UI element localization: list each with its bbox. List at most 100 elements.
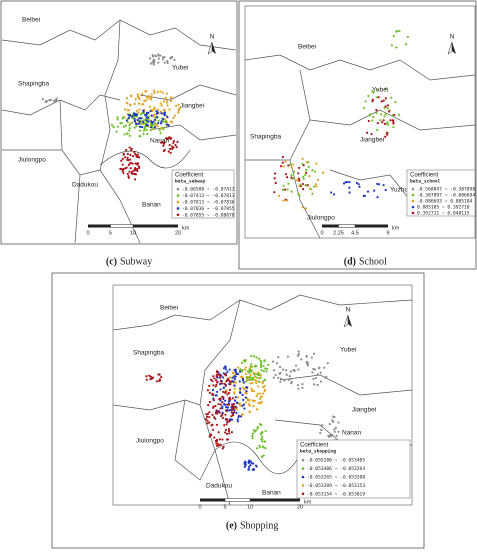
legend-marker (411, 199, 415, 203)
point (375, 96, 378, 99)
point (249, 363, 253, 366)
point (156, 111, 159, 114)
point (251, 437, 254, 440)
point (240, 370, 244, 373)
point (245, 386, 248, 389)
legend-field: beta_shopping (300, 449, 336, 455)
point (214, 394, 217, 397)
point (316, 373, 319, 376)
point (300, 358, 303, 361)
point (136, 167, 139, 171)
point (129, 149, 133, 152)
point (281, 161, 284, 164)
point (284, 173, 288, 176)
point (290, 173, 293, 177)
point (275, 362, 279, 365)
point (259, 365, 262, 369)
point (233, 384, 236, 387)
point (223, 424, 226, 427)
point (219, 407, 222, 410)
point (52, 99, 55, 102)
point (272, 376, 275, 379)
point (145, 119, 148, 122)
point (264, 429, 267, 433)
point (129, 153, 132, 157)
point (161, 91, 164, 94)
scale-label: 20 (297, 504, 303, 510)
point (249, 373, 252, 376)
point (227, 391, 231, 395)
point (137, 165, 141, 168)
point (41, 98, 45, 101)
point (371, 119, 374, 122)
scale-bar (338, 224, 356, 228)
point (319, 431, 322, 435)
point (211, 413, 214, 417)
point (385, 131, 388, 134)
point (224, 391, 227, 394)
point (297, 172, 300, 175)
point (246, 370, 249, 373)
point (386, 104, 390, 107)
point (364, 100, 367, 103)
point (301, 386, 304, 389)
point (157, 57, 160, 60)
point (121, 168, 125, 171)
point (234, 395, 237, 399)
point (250, 370, 253, 374)
point (262, 392, 265, 395)
point (383, 115, 386, 118)
point (127, 159, 130, 162)
point (218, 374, 222, 377)
point (331, 433, 334, 436)
point (259, 392, 262, 395)
point (390, 44, 393, 47)
point (162, 144, 165, 147)
point (233, 391, 236, 394)
point (285, 373, 288, 376)
point (130, 170, 134, 173)
point (367, 119, 370, 123)
point (169, 96, 172, 99)
point (127, 114, 130, 117)
point (392, 126, 395, 129)
point (261, 435, 264, 438)
point (279, 377, 283, 380)
point (251, 399, 254, 402)
point (297, 192, 300, 196)
point (172, 141, 175, 144)
point (212, 375, 215, 378)
point (223, 382, 226, 385)
point (225, 409, 228, 412)
legend-box (296, 439, 411, 499)
point (318, 366, 321, 369)
point (167, 124, 170, 127)
point (163, 55, 166, 59)
point (138, 125, 142, 128)
point (386, 123, 390, 126)
point (261, 381, 264, 384)
point (239, 368, 242, 371)
point (253, 375, 256, 378)
scale-bar (322, 224, 339, 228)
point (144, 99, 148, 102)
point (313, 170, 316, 173)
point (298, 184, 301, 188)
point (246, 398, 249, 402)
point (136, 169, 139, 172)
point (260, 455, 264, 459)
point (162, 150, 165, 153)
point (148, 374, 151, 377)
point (226, 403, 229, 406)
point (261, 437, 264, 440)
point (145, 96, 149, 99)
point (219, 379, 222, 382)
scale-unit: km (304, 499, 312, 505)
point (386, 133, 389, 136)
point (391, 119, 395, 122)
point (286, 355, 290, 358)
point (124, 156, 127, 159)
point (262, 454, 265, 457)
point (239, 375, 243, 378)
point (167, 150, 170, 153)
